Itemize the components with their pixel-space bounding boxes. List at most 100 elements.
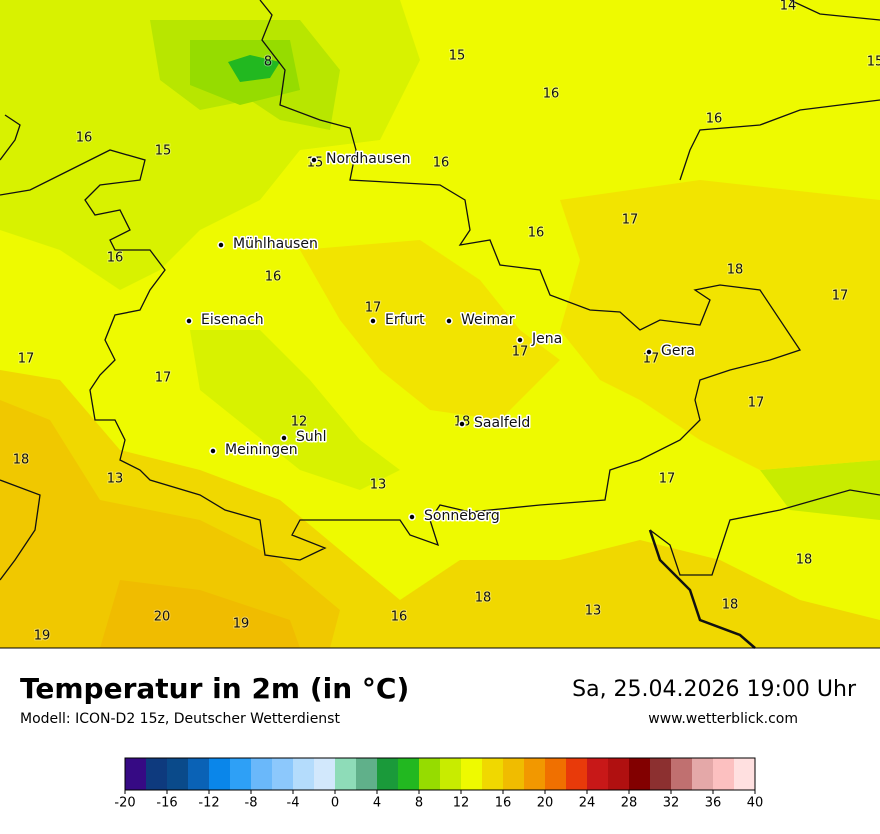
- colorbar-tick-label: -4: [287, 796, 300, 811]
- colorbar-swatch: [461, 758, 483, 790]
- cool-area: [760, 460, 880, 520]
- city-name: Suhl: [296, 429, 327, 445]
- city-dot: [280, 434, 288, 442]
- city-name: Nordhausen: [326, 151, 411, 167]
- temperature-value: 13: [370, 478, 387, 493]
- colorbar-tick-label: 32: [663, 796, 680, 811]
- colorbar-swatch: [440, 758, 462, 790]
- colorbar-tick-label: -20: [114, 796, 135, 811]
- colorbar-swatch: [734, 758, 756, 790]
- colorbar-swatch: [125, 758, 147, 790]
- state-border: [789, 0, 880, 21]
- colorbar-swatch: [713, 758, 735, 790]
- temperature-value: 8: [264, 55, 272, 70]
- temperature-labels: 1415158161616151516171618161617171717171…: [12, 0, 880, 645]
- colorbar-tick-label: 36: [705, 796, 722, 811]
- colorbar-swatch: [314, 758, 336, 790]
- temperature-value: 16: [107, 251, 124, 266]
- colorbar: -20 -16 -12 -8 -4 0 4 8 12 16 20 24 28 32 36 40: [114, 757, 764, 811]
- temperature-value: 17: [18, 352, 35, 367]
- temperature-value: 19: [233, 617, 250, 632]
- colorbar-swatch: [209, 758, 231, 790]
- colorbar-swatch: [629, 758, 651, 790]
- temperature-value: 17: [748, 396, 765, 411]
- temperature-value: 18: [475, 591, 492, 606]
- colorbar-tick-label: -8: [245, 796, 258, 811]
- colorbar-tick-label: -12: [198, 796, 219, 811]
- temperature-value: 12: [291, 415, 308, 430]
- state-border: [649, 489, 880, 576]
- city-dot: [217, 241, 225, 249]
- city-dot: [209, 447, 217, 455]
- colorbar-swatch: [251, 758, 273, 790]
- temperature-value: 16: [528, 226, 545, 241]
- colorbar-swatch: [146, 758, 168, 790]
- temperature-value: 16: [76, 131, 93, 146]
- cool-area: [190, 330, 400, 490]
- colorbar-swatch: [272, 758, 294, 790]
- colorbar-tick-label: 24: [579, 796, 596, 811]
- colorbar-tick-label: 20: [537, 796, 554, 811]
- colorbar-tick-label: 28: [621, 796, 638, 811]
- city-name: Sonneberg: [424, 508, 500, 524]
- city-dot: [310, 156, 318, 164]
- colorbar-swatch: [335, 758, 357, 790]
- temperature-value: 16: [706, 112, 723, 127]
- colorbar-swatch: [566, 758, 588, 790]
- colorbar-swatch: [692, 758, 714, 790]
- temperature-value: 17: [832, 289, 849, 304]
- city-name: Jena: [531, 331, 562, 347]
- colorbar-swatch: [230, 758, 252, 790]
- temperature-value: 16: [265, 270, 282, 285]
- temperature-value: 13: [107, 472, 124, 487]
- city-name: Saalfeld: [474, 415, 530, 431]
- colorbar-swatch: [650, 758, 672, 790]
- colorbar-tick-label: -16: [156, 796, 177, 811]
- city-dot: [645, 348, 653, 356]
- warm-area: [560, 180, 880, 470]
- cool-area: [228, 55, 280, 82]
- colorbar-swatch: [188, 758, 210, 790]
- colorbar-swatch: [356, 758, 378, 790]
- temperature-value: 16: [391, 610, 408, 625]
- website: www.wetterblick.com: [648, 711, 798, 727]
- colorbar-swatch: [545, 758, 567, 790]
- temperature-value: 18: [727, 263, 744, 278]
- state-border: [0, 479, 41, 581]
- city-dot: [369, 317, 377, 325]
- city-name: Meiningen: [225, 442, 298, 458]
- temperature-value: 17: [659, 472, 676, 487]
- city-dot: [458, 420, 466, 428]
- country-border: [648, 529, 756, 649]
- warm-area: [100, 580, 300, 648]
- colorbar-swatch: [587, 758, 609, 790]
- city-name: Gera: [661, 343, 695, 359]
- temperature-value: 18: [796, 553, 813, 568]
- temperature-value: 13: [585, 604, 602, 619]
- temperature-value: 16: [543, 87, 560, 102]
- colorbar-swatch: [671, 758, 693, 790]
- colorbar-swatch: [293, 758, 315, 790]
- warm-area: [0, 400, 340, 648]
- colorbar-tick-label: 4: [373, 796, 381, 811]
- datetime: Sa, 25.04.2026 19:00 Uhr: [572, 677, 857, 702]
- colorbar-swatch: [482, 758, 504, 790]
- city-dot: [516, 336, 524, 344]
- colorbar-frame: [124, 757, 756, 791]
- temperature-value: 16: [433, 156, 450, 171]
- colorbar-tick-label: 12: [453, 796, 470, 811]
- colorbar-swatch: [608, 758, 630, 790]
- temperature-value: 20: [154, 610, 171, 625]
- colorbar-swatch: [503, 758, 525, 790]
- map: [0, 0, 880, 649]
- colorbar-tick-label: 16: [495, 796, 512, 811]
- city-name: Erfurt: [385, 312, 425, 328]
- subtitle: Modell: ICON-D2 15z, Deutscher Wetterdie…: [20, 711, 340, 727]
- colorbar-swatch: [167, 758, 189, 790]
- state-border: [0, 0, 802, 561]
- colorbar-tick-label: 40: [747, 796, 764, 811]
- colorbar-swatch: [419, 758, 441, 790]
- colorbar-swatch: [524, 758, 546, 790]
